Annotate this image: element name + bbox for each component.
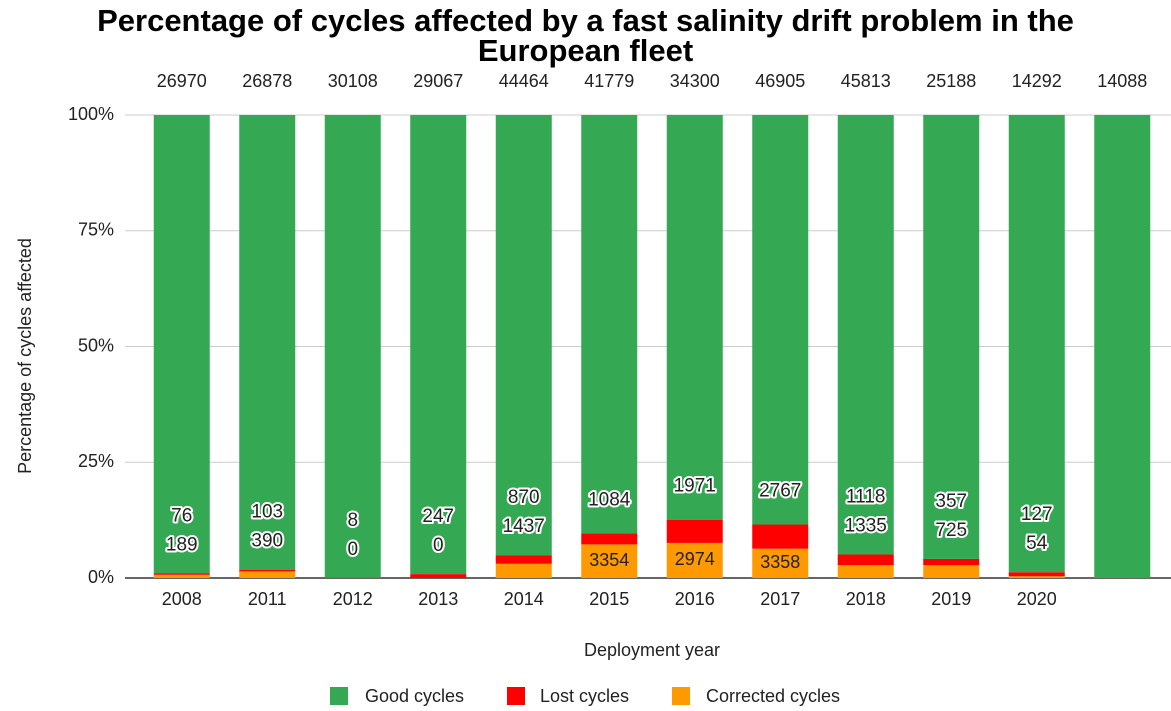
bar-segment: [324, 115, 381, 578]
data-label: 14292: [1012, 71, 1062, 91]
data-label: 54: [1026, 533, 1048, 554]
bar-segment: [752, 524, 809, 549]
data-label: 390: [251, 531, 283, 552]
data-label: 247: [422, 506, 454, 527]
y-tick-label: 50%: [78, 335, 114, 355]
bar-segment: [1008, 576, 1065, 578]
data-label: 14088: [1097, 71, 1147, 91]
data-label: 44464: [499, 71, 549, 91]
data-label: 725: [935, 520, 967, 541]
bar-segment: [923, 558, 980, 566]
x-tick-label: 2015: [589, 589, 629, 609]
data-label: 1084: [588, 490, 631, 511]
data-label: 25188: [926, 71, 976, 91]
bar-segment: [837, 115, 894, 555]
y-tick-label: 25%: [78, 451, 114, 471]
data-label: 45813: [841, 71, 891, 91]
data-label: 1437: [503, 516, 545, 537]
bar-segment: [495, 563, 552, 578]
legend-label: Lost cycles: [540, 686, 629, 706]
x-tick-label: 2012: [333, 589, 373, 609]
y-tick-label: 75%: [78, 220, 114, 240]
bar-segment: [1094, 115, 1151, 578]
bar-segment: [239, 569, 296, 572]
legend-label: Corrected cycles: [706, 686, 840, 706]
data-label: 30108: [328, 71, 378, 91]
x-tick-label: 2020: [1017, 589, 1057, 609]
bar-segment: [666, 542, 723, 578]
legend-swatch: [672, 687, 690, 705]
data-label: 3358: [760, 552, 800, 572]
data-label: 870: [508, 487, 540, 508]
x-axis-label: Deployment year: [584, 640, 720, 660]
bar-segment: [1008, 115, 1065, 573]
bar-segment: [752, 548, 809, 578]
data-label: 46905: [755, 71, 805, 91]
y-tick-label: 100%: [68, 104, 114, 124]
bar-segment: [153, 574, 210, 578]
x-tick-label: 2018: [846, 589, 886, 609]
data-label: 189: [166, 535, 198, 556]
bar-segment: [239, 115, 296, 570]
bar-segment: [153, 573, 210, 575]
data-label: 1118: [846, 486, 885, 507]
bar-segment: [581, 533, 638, 545]
data-label: 0: [433, 535, 444, 556]
data-label: 26878: [242, 71, 292, 91]
bar-segment: [410, 115, 467, 575]
x-tick-label: 2016: [675, 589, 715, 609]
bar-segment: [837, 565, 894, 578]
data-label: 3354: [589, 550, 629, 570]
data-label: 41779: [584, 71, 634, 91]
x-tick-label: 2008: [162, 589, 202, 609]
bar-segment: [752, 115, 809, 525]
data-label: 76: [171, 506, 192, 527]
data-label: 127: [1021, 504, 1053, 525]
data-label: 2974: [675, 549, 715, 569]
data-label: 1335: [845, 515, 887, 536]
bar-segment: [837, 554, 894, 566]
data-label: 8: [347, 510, 358, 531]
y-axis-label: Percentage of cycles affected: [15, 238, 35, 474]
legend-swatch: [507, 687, 525, 705]
bar-segment: [923, 115, 980, 559]
x-tick-label: 2014: [504, 589, 544, 609]
bar-segment: [923, 565, 980, 578]
bar-segment: [239, 571, 296, 578]
data-label: 0: [347, 539, 358, 560]
bar-segment: [581, 544, 638, 578]
data-label: 1971: [674, 476, 716, 497]
x-tick-label: 2019: [931, 589, 971, 609]
bar-segment: [666, 115, 723, 520]
data-label: 103: [251, 502, 283, 523]
data-label: 26970: [157, 71, 207, 91]
bar-segment: [495, 555, 552, 564]
x-tick-label: 2013: [418, 589, 458, 609]
x-tick-label: 2017: [760, 589, 800, 609]
bar-segment: [153, 115, 210, 574]
bar-segment: [495, 115, 552, 556]
bar-segment: [581, 115, 638, 534]
bar-segment: [410, 574, 467, 578]
x-tick-label: 2011: [248, 589, 287, 609]
legend-swatch: [330, 687, 348, 705]
chart-title: Percentage of cycles affected by a fast …: [97, 3, 1074, 68]
data-label: 29067: [413, 71, 463, 91]
bar-segment: [666, 519, 723, 543]
legend-label: Good cycles: [365, 686, 464, 706]
data-label: 357: [935, 491, 967, 512]
bar-segment: [1008, 572, 1065, 577]
data-label: 34300: [670, 71, 720, 91]
data-label: 2767: [759, 481, 801, 502]
y-tick-label: 0%: [88, 567, 114, 587]
